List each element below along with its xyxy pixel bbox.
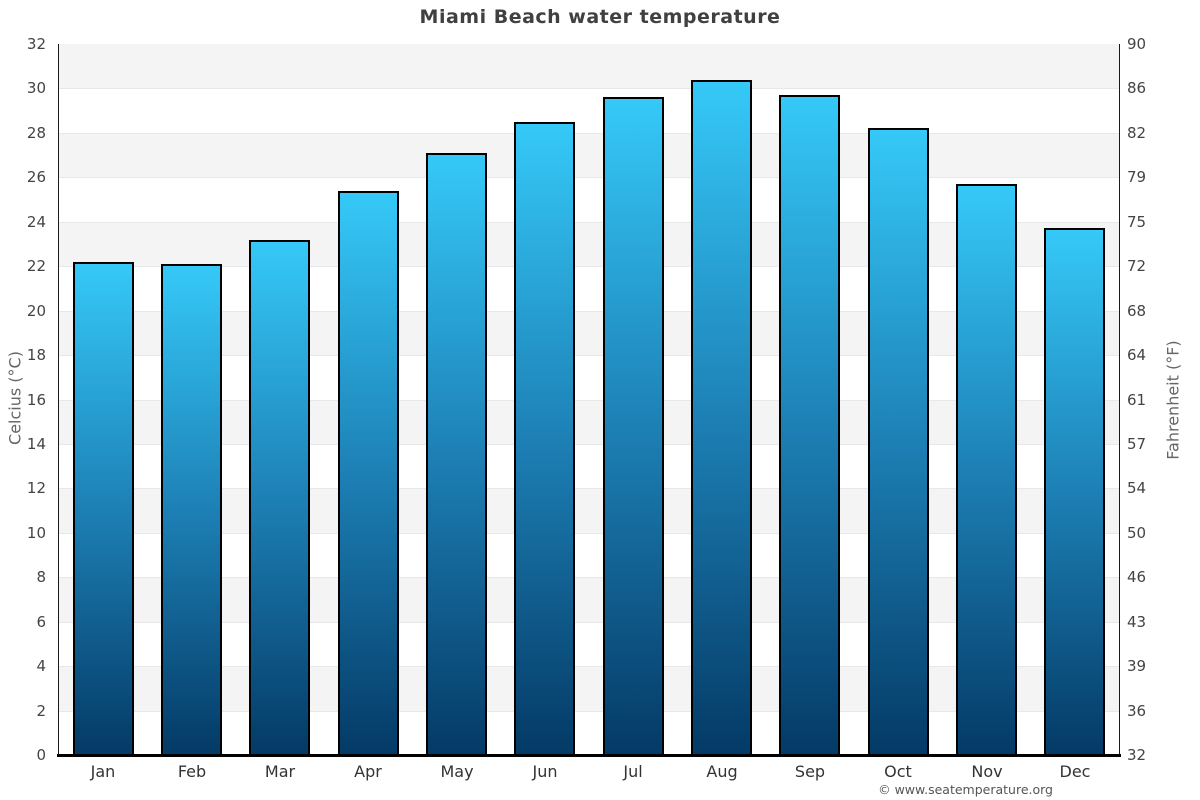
- x-tick-feb: Feb: [177, 762, 207, 781]
- gridline: [59, 666, 1119, 667]
- plot-band: [59, 355, 1119, 400]
- plot-band: [59, 221, 1119, 267]
- bar-jul: [603, 97, 664, 755]
- gridline: [59, 533, 1119, 534]
- bar-aug: [691, 80, 752, 755]
- plot-band: [59, 310, 1119, 356]
- y-tick-fahrenheit: 72: [1127, 257, 1147, 275]
- y-tick-celsius: 6: [36, 613, 46, 631]
- gridline: [59, 88, 1119, 89]
- gridline: [59, 266, 1119, 267]
- y-tick-celsius: 2: [36, 702, 46, 720]
- plot-band: [59, 177, 1119, 222]
- x-tick-jun: Jun: [532, 762, 558, 781]
- bar-feb: [161, 264, 222, 755]
- plot-band: [59, 532, 1119, 578]
- x-tick-aug: Aug: [706, 762, 738, 781]
- y-tick-fahrenheit: 82: [1127, 124, 1147, 142]
- gridline: [59, 711, 1119, 712]
- plot-band: [59, 266, 1119, 311]
- plot-band: [59, 443, 1119, 489]
- plot-band: [59, 88, 1119, 133]
- x-tick-jul: Jul: [623, 762, 643, 781]
- x-tick-dec: Dec: [1059, 762, 1091, 781]
- plot-area: [59, 44, 1119, 755]
- y-tick-fahrenheit: 46: [1127, 568, 1147, 586]
- gridline: [59, 488, 1119, 489]
- plot-band: [59, 666, 1119, 711]
- y-tick-celsius: 26: [26, 168, 46, 186]
- bar-dec: [1044, 228, 1105, 755]
- y-tick-fahrenheit: 57: [1127, 435, 1147, 453]
- bar-jan: [73, 262, 134, 755]
- x-tick-jan: Jan: [90, 762, 116, 781]
- bar-apr: [338, 191, 399, 755]
- y-axis-line-right: [1119, 44, 1120, 756]
- y-tick-fahrenheit: 50: [1127, 524, 1147, 542]
- bar-sep: [779, 95, 840, 755]
- y-tick-fahrenheit: 86: [1127, 79, 1147, 97]
- gridline: [59, 355, 1119, 356]
- y-tick-celsius: 0: [36, 746, 46, 764]
- y-tick-fahrenheit: 68: [1127, 302, 1147, 320]
- gridline: [59, 311, 1119, 312]
- y-tick-fahrenheit: 32: [1127, 746, 1147, 764]
- y-tick-celsius: 14: [26, 435, 46, 453]
- x-tick-may: May: [440, 762, 474, 781]
- y-tick-fahrenheit: 36: [1127, 702, 1147, 720]
- y-tick-celsius: 8: [36, 568, 46, 586]
- y-tick-fahrenheit: 43: [1127, 613, 1147, 631]
- y-tick-fahrenheit: 61: [1127, 391, 1147, 409]
- y-tick-fahrenheit: 79: [1127, 168, 1147, 186]
- bar-may: [426, 153, 487, 755]
- gridline: [59, 177, 1119, 178]
- x-tick-sep: Sep: [794, 762, 826, 781]
- y-tick-celsius: 28: [26, 124, 46, 142]
- y-tick-celsius: 12: [26, 479, 46, 497]
- x-tick-nov: Nov: [971, 762, 1003, 781]
- gridline: [59, 222, 1119, 223]
- bar-mar: [249, 240, 310, 755]
- y-tick-fahrenheit: 75: [1127, 213, 1147, 231]
- plot-band: [59, 488, 1119, 533]
- y-tick-celsius: 10: [26, 524, 46, 542]
- plot-band: [59, 132, 1119, 178]
- gridline: [59, 577, 1119, 578]
- y-tick-fahrenheit: 64: [1127, 346, 1147, 364]
- plot-band: [59, 577, 1119, 622]
- x-tick-mar: Mar: [264, 762, 296, 781]
- y-tick-fahrenheit: 90: [1127, 35, 1147, 53]
- y-tick-celsius: 32: [26, 35, 46, 53]
- gridline: [59, 622, 1119, 623]
- bar-oct: [868, 128, 929, 755]
- y-tick-celsius: 4: [36, 657, 46, 675]
- x-tick-apr: Apr: [354, 762, 382, 781]
- y-tick-fahrenheit: 39: [1127, 657, 1147, 675]
- bar-nov: [956, 184, 1017, 755]
- plot-band: [59, 399, 1119, 444]
- x-tick-oct: Oct: [884, 762, 912, 781]
- gridline: [59, 133, 1119, 134]
- footer-credit: © www.seatemperature.org: [878, 782, 1053, 797]
- plot-band: [59, 44, 1119, 89]
- chart-title: Miami Beach water temperature: [419, 6, 781, 28]
- plot-band: [59, 710, 1119, 755]
- y-tick-celsius: 22: [26, 257, 46, 275]
- y-tick-celsius: 30: [26, 79, 46, 97]
- plot-band: [59, 621, 1119, 667]
- y-tick-celsius: 20: [26, 302, 46, 320]
- y-tick-fahrenheit: 54: [1127, 479, 1147, 497]
- x-axis-line: [57, 754, 1121, 757]
- gridline: [59, 400, 1119, 401]
- y-tick-celsius: 16: [26, 391, 46, 409]
- y-axis-line-left: [58, 44, 59, 756]
- bar-jun: [514, 122, 575, 755]
- gridline: [59, 444, 1119, 445]
- y-tick-celsius: 24: [26, 213, 46, 231]
- y-tick-celsius: 18: [26, 346, 46, 364]
